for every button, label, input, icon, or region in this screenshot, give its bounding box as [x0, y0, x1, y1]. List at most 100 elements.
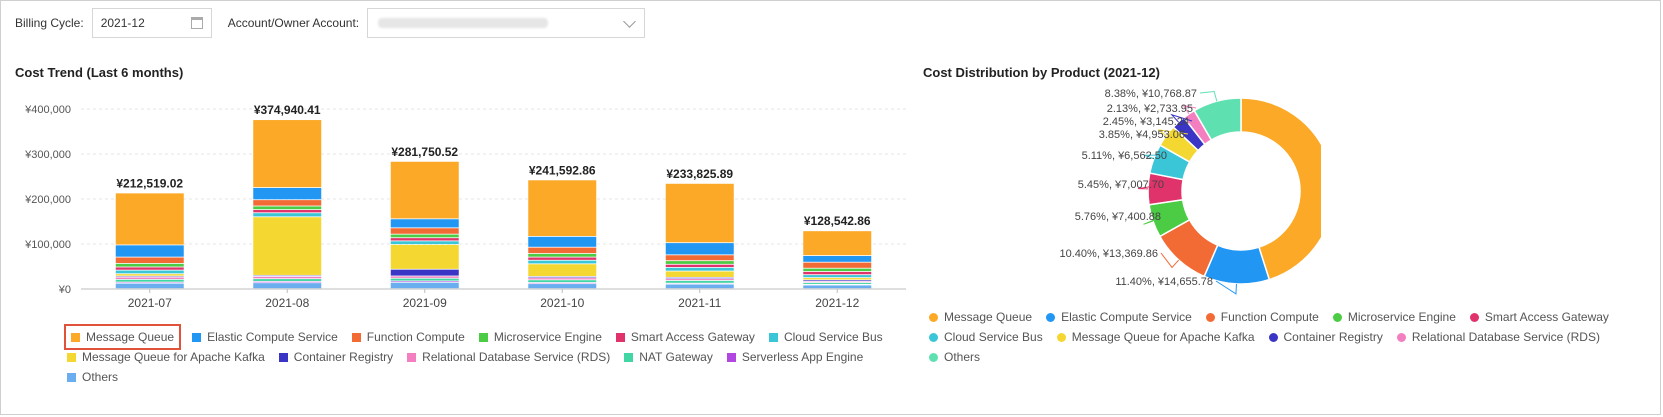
legend-label: Others	[944, 350, 981, 364]
legend-item-smart-access-gateway[interactable]: Smart Access Gateway	[615, 327, 755, 347]
legend-item-microservice-engine[interactable]: Microservice Engine	[478, 327, 602, 347]
bar-segment-nat-gateway[interactable]	[390, 278, 459, 281]
bar-segment-smart-access-gateway[interactable]	[253, 210, 322, 213]
legend-item-others[interactable]: Others	[929, 347, 980, 367]
legend-item-message-queue[interactable]: Message Queue	[63, 324, 182, 350]
bar-segment-message-queue-for-apache-kafka[interactable]	[803, 278, 872, 280]
bar-segment-others[interactable]	[253, 283, 322, 289]
bar-segment-microservice-engine[interactable]	[528, 253, 597, 257]
legend-item-message-queue-for-apache-kafka[interactable]: Message Queue for Apache Kafka	[1056, 327, 1255, 347]
bar-segment-function-compute[interactable]	[253, 200, 322, 206]
pie-slice-others[interactable]	[1193, 97, 1242, 142]
bar-segment-message-queue[interactable]	[115, 193, 184, 245]
bar-segment-others[interactable]	[528, 284, 597, 289]
account-label: Account/Owner Account:	[227, 16, 360, 30]
legend-item-elastic-compute-service[interactable]: Elastic Compute Service	[1046, 307, 1192, 327]
bar-segment-message-queue[interactable]	[390, 161, 459, 219]
bar-segment-others[interactable]	[115, 283, 184, 289]
bar-segment-elastic-compute-service[interactable]	[528, 236, 597, 247]
legend-item-relational-database-service-rds[interactable]: Relational Database Service (RDS)	[1396, 327, 1600, 347]
bar-segment-nat-gateway[interactable]	[665, 280, 734, 283]
legend-item-cloud-service-bus[interactable]: Cloud Service Bus	[768, 327, 883, 347]
bar-segment-smart-access-gateway[interactable]	[803, 271, 872, 275]
bar-segment-others[interactable]	[665, 284, 734, 289]
bar-segment-smart-access-gateway[interactable]	[115, 267, 184, 270]
bar-segment-smart-access-gateway[interactable]	[390, 238, 459, 241]
bar-segment-microservice-engine[interactable]	[665, 261, 734, 264]
bar-segment-elastic-compute-service[interactable]	[115, 245, 184, 257]
bar-segment-container-registry[interactable]	[390, 269, 459, 276]
legend-swatch	[1268, 332, 1278, 342]
legend-item-message-queue-for-apache-kafka[interactable]: Message Queue for Apache Kafka	[67, 347, 265, 367]
account-select[interactable]	[367, 8, 646, 38]
bar-segment-relational-database-service-rds[interactable]	[115, 277, 184, 279]
bar-segment-cloud-service-bus[interactable]	[115, 270, 184, 274]
bar-segment-serverless-app-engine[interactable]	[253, 281, 322, 283]
legend-item-container-registry[interactable]: Container Registry	[1268, 327, 1383, 347]
legend-label: Relational Database Service (RDS)	[1411, 330, 1600, 344]
bar-segment-smart-access-gateway[interactable]	[665, 264, 734, 268]
bar-segment-message-queue[interactable]	[665, 183, 734, 243]
legend-item-function-compute[interactable]: Function Compute	[351, 327, 465, 347]
bar-segment-others[interactable]	[390, 282, 459, 289]
pie-slice-message-queue[interactable]	[1240, 97, 1321, 281]
bar-segment-nat-gateway[interactable]	[528, 280, 597, 283]
bar-segment-relational-database-service-rds[interactable]	[665, 279, 734, 281]
bar-segment-function-compute[interactable]	[390, 228, 459, 234]
bar-segment-microservice-engine[interactable]	[390, 234, 459, 238]
bar-segment-function-compute[interactable]	[115, 257, 184, 264]
bar-segment-cloud-service-bus[interactable]	[665, 267, 734, 271]
bar-segment-function-compute[interactable]	[528, 247, 597, 254]
bar-segment-container-registry[interactable]	[665, 277, 734, 279]
legend-item-nat-gateway[interactable]: NAT Gateway	[624, 347, 713, 367]
bar-segment-message-queue-for-apache-kafka[interactable]	[115, 274, 184, 276]
legend-item-container-registry[interactable]: Container Registry	[278, 347, 393, 367]
bar-segment-cloud-service-bus[interactable]	[390, 241, 459, 245]
bar-segment-others[interactable]	[803, 285, 872, 289]
bar-segment-message-queue[interactable]	[803, 231, 872, 256]
bar-segment-microservice-engine[interactable]	[803, 268, 872, 272]
legend-item-elastic-compute-service[interactable]: Elastic Compute Service	[192, 327, 338, 347]
bar-segment-nat-gateway[interactable]	[253, 279, 322, 281]
legend-label: Microservice Engine	[1347, 310, 1456, 324]
bar-segment-relational-database-service-rds[interactable]	[253, 276, 322, 279]
legend-item-smart-access-gateway[interactable]: Smart Access Gateway	[1469, 307, 1609, 327]
bar-segment-elastic-compute-service[interactable]	[803, 256, 872, 262]
bar-segment-message-queue-for-apache-kafka[interactable]	[253, 217, 322, 275]
legend-item-function-compute[interactable]: Function Compute	[1205, 307, 1319, 327]
bar-segment-function-compute[interactable]	[665, 255, 734, 261]
legend-item-cloud-service-bus[interactable]: Cloud Service Bus	[929, 327, 1043, 347]
bar-segment-container-registry[interactable]	[528, 276, 597, 278]
bar-segment-nat-gateway[interactable]	[115, 279, 184, 282]
bar-segment-message-queue-for-apache-kafka[interactable]	[390, 244, 459, 269]
legend-item-message-queue[interactable]: Message Queue	[929, 307, 1032, 327]
bar-segment-elastic-compute-service[interactable]	[253, 187, 322, 200]
bar-segment-microservice-engine[interactable]	[253, 206, 322, 210]
bar-segment-cloud-service-bus[interactable]	[253, 213, 322, 217]
billing-cycle-picker[interactable]: 2021-12	[91, 8, 212, 38]
pie-label: 5.45%, ¥7,007.70	[1078, 179, 1164, 191]
bar-segment-microservice-engine[interactable]	[115, 263, 184, 267]
bar-segment-message-queue[interactable]	[253, 120, 322, 188]
bar-segment-cloud-service-bus[interactable]	[528, 260, 597, 264]
bar-segment-container-registry[interactable]	[803, 280, 872, 281]
bar-segment-elastic-compute-service[interactable]	[390, 219, 459, 228]
bar-segment-smart-access-gateway[interactable]	[528, 257, 597, 260]
bar-segment-serverless-app-engine[interactable]	[390, 281, 459, 282]
bar-segment-elastic-compute-service[interactable]	[665, 243, 734, 255]
legend-item-serverless-app-engine[interactable]: Serverless App Engine	[726, 347, 863, 367]
pie-label-leader	[1182, 104, 1197, 115]
bar-segment-message-queue[interactable]	[528, 180, 597, 236]
bar-segment-function-compute[interactable]	[803, 262, 872, 268]
bar-segment-nat-gateway[interactable]	[803, 282, 872, 284]
bar-segment-message-queue-for-apache-kafka[interactable]	[665, 271, 734, 277]
bar-segment-relational-database-service-rds[interactable]	[528, 278, 597, 280]
pie-label-leader	[1215, 280, 1237, 295]
bar-segment-cloud-service-bus[interactable]	[803, 275, 872, 278]
legend-item-others[interactable]: Others	[67, 367, 118, 387]
legend-label: Container Registry	[1283, 330, 1383, 344]
legend-item-microservice-engine[interactable]: Microservice Engine	[1332, 307, 1456, 327]
bar-segment-relational-database-service-rds[interactable]	[390, 276, 459, 278]
legend-item-relational-database-service-rds[interactable]: Relational Database Service (RDS)	[407, 347, 610, 367]
bar-segment-message-queue-for-apache-kafka[interactable]	[528, 264, 597, 277]
